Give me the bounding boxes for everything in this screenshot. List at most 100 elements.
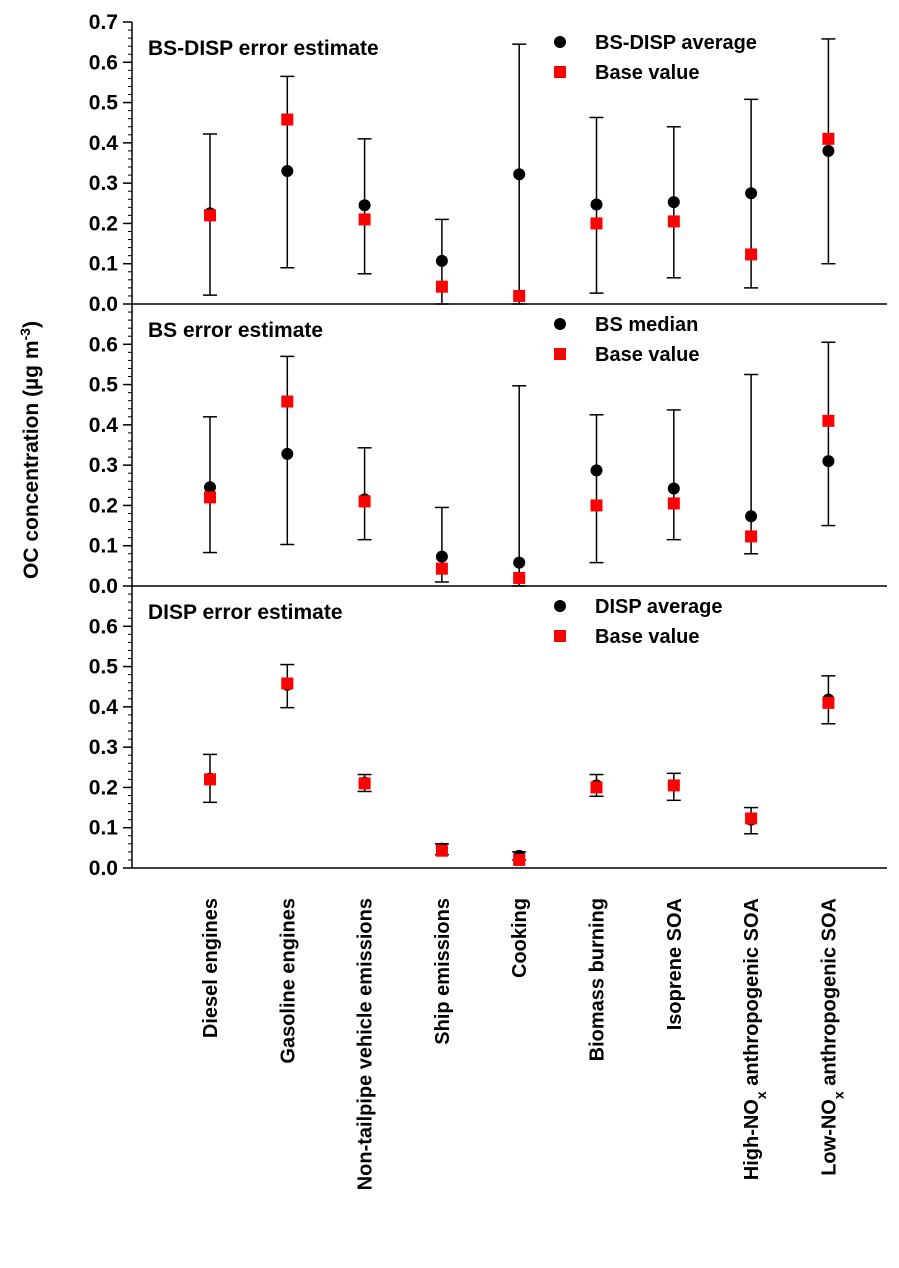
legend-marker-base [554, 66, 566, 78]
chart-panel-2: 0.0 0.1 0.2 0.3 0.4 0.5 0.6 BS error estimate BS… [89, 303, 887, 598]
base-value-point [281, 395, 294, 408]
y-axis-label-mu: µ [20, 378, 43, 390]
category-label-text: Cooking [509, 898, 531, 978]
y-tick-label: 0.5 [89, 374, 119, 397]
base-value-point [745, 248, 758, 261]
average-point [513, 168, 526, 181]
base-value-point [513, 289, 526, 302]
legend-label: Base value [595, 626, 700, 648]
y-tick-label: 0.4 [89, 132, 119, 155]
base-value-point [745, 530, 758, 543]
category-label-text: Biomass burning [587, 898, 609, 1061]
average-point [513, 556, 526, 569]
base-value-point [667, 497, 680, 510]
average-point [745, 510, 758, 523]
average-point [435, 254, 448, 267]
category-label: Biomass burning [587, 898, 609, 1061]
average-point [281, 447, 294, 460]
category-label-text: Low-NO [818, 1099, 840, 1176]
y-tick-label: 0.3 [89, 172, 118, 195]
base-value-point [590, 217, 603, 230]
base-value-point [590, 499, 603, 512]
base-value-point [513, 571, 526, 584]
y-tick-label: 0.4 [89, 696, 119, 719]
category-labels: Diesel engines Gasoline engines Non-tailpi… [200, 898, 846, 1190]
y-tick-label: 0.2 [89, 212, 118, 235]
y-axis-label-suffix: ) [20, 321, 43, 328]
average-point [822, 144, 835, 157]
base-value-point [204, 209, 216, 222]
y-axis-label-prefix: OC concentration ( [20, 390, 43, 579]
base-value-point [281, 113, 294, 126]
base-value-point [358, 213, 371, 226]
y-axis-label: OC concentration (µg m-3) [17, 321, 43, 579]
category-label: High-NOx anthropogenic SOA [741, 898, 769, 1180]
category-label: Cooking [509, 898, 531, 978]
category-label-subscript: x [753, 1091, 769, 1099]
category-label-text: High-NO [741, 1099, 763, 1180]
average-point [667, 196, 680, 209]
y-tick-label: 0.7 [89, 11, 118, 34]
panel-title: BS error estimate [148, 319, 323, 342]
chart-panels: 0.0 0.1 0.2 0.3 0.4 0.5 0.6 0.7 BS-DISP error es… [89, 11, 887, 880]
legend-marker-average [554, 318, 566, 330]
y-tick-label: 0.2 [89, 776, 118, 799]
legend-marker-average [554, 36, 566, 48]
y-tick-label: 0.0 [89, 293, 118, 316]
category-label: Diesel engines [200, 898, 222, 1038]
base-value-point [358, 495, 371, 508]
base-value-point [281, 677, 294, 690]
y-tick-label: 0.6 [89, 51, 118, 74]
category-label-text: Ship emissions [432, 898, 454, 1045]
category-label-text: Gasoline engines [277, 898, 299, 1064]
average-point [745, 187, 758, 200]
average-point [822, 455, 835, 468]
base-value-point [822, 132, 835, 145]
category-label: Low-NOx anthropogenic SOA [818, 898, 846, 1176]
legend-marker-base [554, 630, 566, 642]
y-tick-label: 0.3 [89, 736, 118, 759]
category-label: Non-tailpipe vehicle emissions [355, 898, 377, 1190]
average-point [358, 199, 371, 212]
base-value-point [667, 779, 680, 792]
base-value-point [435, 280, 448, 293]
base-value-point [822, 414, 835, 427]
y-tick-label: 0.6 [89, 615, 118, 638]
category-label-rest: anthropogenic SOA [741, 898, 763, 1091]
legend-label: Base value [595, 344, 700, 366]
base-value-point [745, 812, 758, 825]
y-tick-label: 0.3 [89, 454, 118, 477]
panel-title: DISP error estimate [148, 601, 343, 624]
legend-label: BS-DISP average [595, 32, 757, 54]
y-tick-label: 0.0 [89, 575, 118, 598]
legend-marker-base [554, 348, 566, 360]
average-point [435, 550, 448, 563]
y-tick-label: 0.5 [89, 92, 119, 115]
base-value-point [822, 696, 835, 709]
legend-marker-average [554, 600, 566, 612]
y-tick-label: 0.6 [89, 333, 118, 356]
y-tick-label: 0.5 [89, 656, 119, 679]
panel-title: BS-DISP error estimate [148, 37, 379, 60]
y-tick-label: 0.1 [89, 253, 119, 276]
category-label: Ship emissions [432, 898, 454, 1045]
chart-panel-3: 0.0 0.1 0.2 0.3 0.4 0.5 0.6 DISP error estimate… [89, 585, 887, 880]
y-tick-label: 0.4 [89, 414, 119, 437]
y-axis-label-unit: g m [20, 340, 43, 377]
category-label-text: Non-tailpipe vehicle emissions [355, 898, 377, 1190]
y-axis-label-exp: -3 [17, 328, 33, 341]
legend-label: DISP average [595, 596, 723, 618]
y-tick-label: 0.0 [89, 857, 118, 880]
average-point [204, 481, 216, 494]
base-value-point [204, 773, 216, 786]
y-tick-label: 0.1 [89, 535, 119, 558]
average-point [667, 482, 680, 495]
category-label-text: Diesel engines [200, 898, 222, 1038]
base-value-point [358, 777, 371, 790]
category-label-text: Isoprene SOA [664, 898, 686, 1030]
y-tick-label: 0.1 [89, 817, 119, 840]
y-tick-label: 0.2 [89, 494, 118, 517]
average-point [590, 464, 603, 477]
base-value-point [667, 215, 680, 228]
